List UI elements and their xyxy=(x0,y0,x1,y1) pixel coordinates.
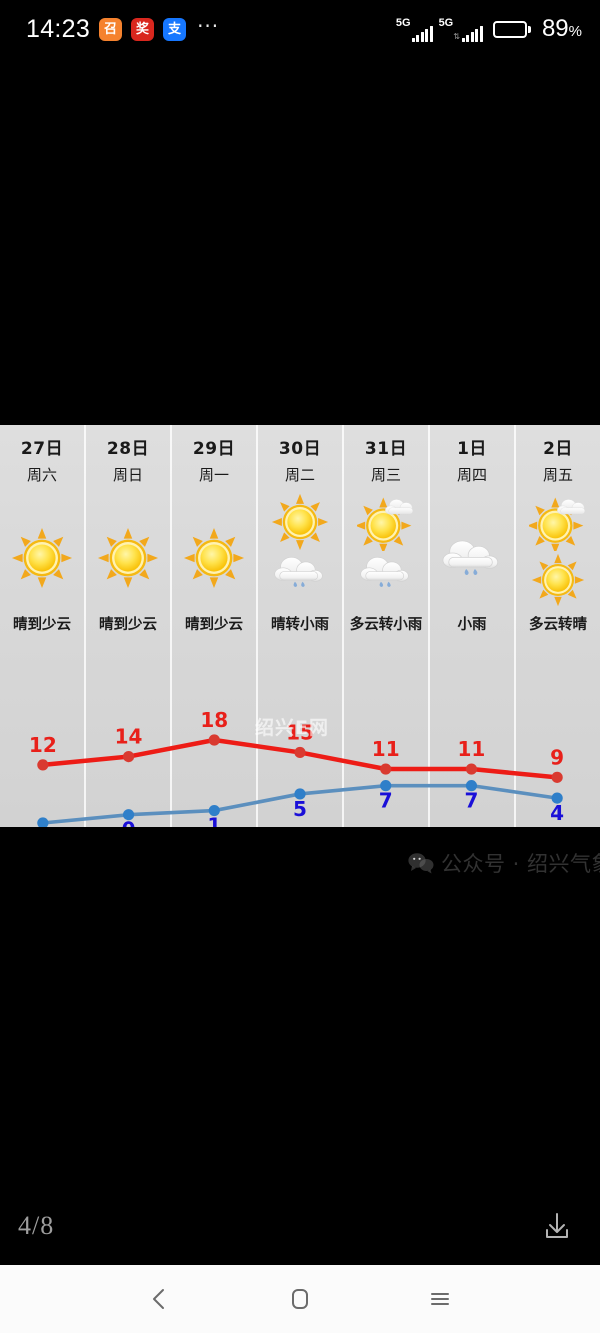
battery-percent-value: 89 xyxy=(541,15,569,42)
forecast-day-column[interactable]: 1日周四 小雨 xyxy=(430,425,516,827)
forecast-weekday: 周四 xyxy=(456,466,487,484)
nav-back-button[interactable] xyxy=(140,1279,180,1319)
status-bar: 14:23 召 奖 支 ··· 5G 5G ⇅ 89% xyxy=(0,0,600,58)
forecast-day-column[interactable]: 28日周日 晴到少云 xyxy=(86,425,172,827)
data-transfer-icon: ⇅ xyxy=(453,32,460,41)
alipay-app-icon: 支 xyxy=(163,17,187,41)
forecast-condition-text: 多云转晴 xyxy=(529,617,587,633)
nav-home-button[interactable] xyxy=(280,1279,320,1319)
forecast-weekday: 周日 xyxy=(112,466,143,484)
forecast-weekday: 周五 xyxy=(542,466,573,484)
sun-icon xyxy=(183,527,245,589)
forecast-weather-icons xyxy=(529,493,587,623)
viewer-footer: 4/8 xyxy=(0,1187,600,1265)
status-bar-right: 5G 5G ⇅ 89% xyxy=(396,15,582,43)
forecast-weekday: 周一 xyxy=(198,466,229,484)
sim1-signal-icon: 5G xyxy=(396,16,433,42)
battery-icon xyxy=(492,20,531,38)
forecast-date: 2日 xyxy=(543,439,573,459)
recents-icon xyxy=(431,1293,449,1305)
forecast-weekday: 周二 xyxy=(284,466,315,484)
forecast-condition-text: 小雨 xyxy=(457,617,487,633)
forecast-day-column[interactable]: 2日周五 xyxy=(516,425,600,827)
forecast-date: 31日 xyxy=(364,439,408,459)
signal-bars-2 xyxy=(461,25,483,42)
status-clock: 14:23 xyxy=(26,14,91,43)
battery-percent-sign: % xyxy=(568,23,582,40)
forecast-condition-text: 晴到少云 xyxy=(99,617,157,633)
wechat-watermark-text: 公众号 · 绍兴气象 xyxy=(441,852,600,876)
forecast-condition-text: 晴转小雨 xyxy=(271,617,329,633)
nav-recents-button[interactable] xyxy=(420,1279,460,1319)
forecast-date: 30日 xyxy=(278,439,322,459)
forecast-weather-icons xyxy=(441,493,503,623)
wechat-watermark: 公众号 · 绍兴气象 xyxy=(408,848,600,878)
forecast-condition-text: 晴到少云 xyxy=(13,617,71,633)
forecast-weather-icons xyxy=(97,493,159,623)
forecast-day-column[interactable]: 31日周三 xyxy=(344,425,430,827)
sun-icon xyxy=(531,553,585,607)
signal-bars-1 xyxy=(411,25,433,42)
download-icon xyxy=(546,1213,568,1238)
forecast-date: 27日 xyxy=(20,439,64,459)
rain-cloud-icon xyxy=(359,553,413,592)
forecast-weekday: 周六 xyxy=(26,466,57,484)
wechat-icon xyxy=(408,853,434,874)
sun-cloud-icon xyxy=(357,493,415,551)
red-app-icon: 奖 xyxy=(131,17,155,41)
sun-icon xyxy=(271,493,329,551)
didi-app-icon: 召 xyxy=(99,17,123,41)
forecast-weather-icons xyxy=(357,493,415,623)
forecast-weather-icons xyxy=(271,493,329,623)
forecast-weather-icons xyxy=(11,493,73,623)
forecast-condition-text: 多云转小雨 xyxy=(349,617,423,633)
battery-percent-label: 89% xyxy=(542,15,582,43)
rain-cloud-icon xyxy=(441,536,503,581)
sun-icon xyxy=(11,527,73,589)
image-viewer[interactable]: 27日周六 晴到少云 28日周日 xyxy=(0,58,600,1265)
forecast-day-column[interactable]: 30日周二 xyxy=(258,425,344,827)
page-indicator: 4/8 xyxy=(18,1211,55,1240)
forecast-date: 28日 xyxy=(106,439,150,459)
forecast-condition-text: 晴到少云 xyxy=(185,617,243,633)
forecast-weekday: 周三 xyxy=(370,466,401,484)
forecast-date: 1日 xyxy=(457,439,487,459)
rain-cloud-icon xyxy=(273,553,327,592)
status-bar-left: 14:23 召 奖 支 ··· xyxy=(26,15,219,44)
sim2-signal-icon: 5G ⇅ xyxy=(439,16,483,42)
sun-icon xyxy=(97,527,159,589)
forecast-day-column[interactable]: 29日周一 晴到少云 xyxy=(172,425,258,827)
home-icon xyxy=(292,1289,308,1309)
sun-cloud-icon xyxy=(529,493,587,551)
system-navigation-bar xyxy=(0,1265,600,1333)
status-overflow-icon: ··· xyxy=(197,14,220,38)
back-icon xyxy=(153,1289,164,1309)
forecast-date: 29日 xyxy=(192,439,236,459)
forecast-day-column[interactable]: 27日周六 晴到少云 xyxy=(0,425,86,827)
weather-forecast-panel[interactable]: 27日周六 晴到少云 28日周日 xyxy=(0,425,600,827)
forecast-weather-icons xyxy=(183,493,245,623)
download-button[interactable] xyxy=(540,1209,574,1243)
